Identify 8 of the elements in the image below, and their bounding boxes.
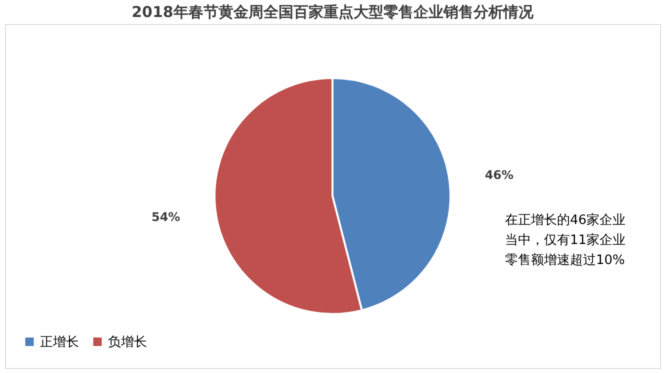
text: 当中，仅有11家企业 (505, 232, 626, 248)
data-label: 46% (484, 168, 514, 182)
chart-title: 2018年春节黄金周全国百家重点大型零售企业销售分析情况 (132, 3, 534, 21)
text: 在正增长的46家企业 (505, 212, 626, 228)
data-label: 54% (151, 210, 180, 224)
legend-label: 正增长 (40, 334, 79, 350)
legend-label: 负增长 (108, 334, 147, 350)
text: 零售额增速超过10% (505, 253, 625, 268)
